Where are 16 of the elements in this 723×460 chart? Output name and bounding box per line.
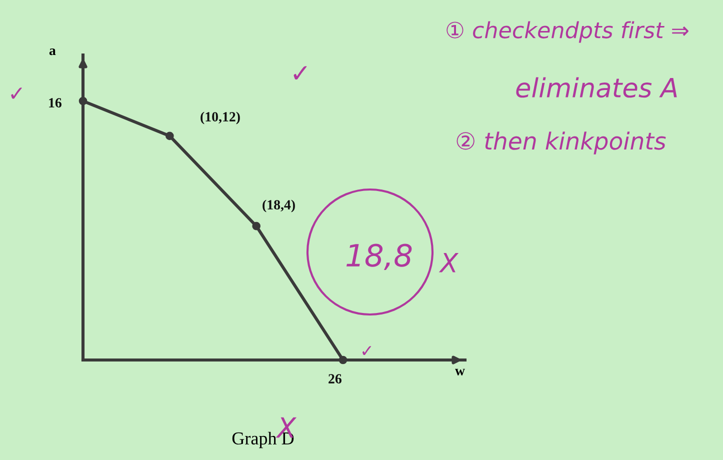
y-axis-title: a xyxy=(49,48,56,56)
text: 26 xyxy=(328,374,342,384)
point xyxy=(252,222,260,230)
text: ✓ xyxy=(11,88,22,99)
text: X xyxy=(438,253,459,272)
x-axis-title: w xyxy=(455,368,465,376)
annotation: 18,8 xyxy=(346,244,412,270)
annotation: 16 xyxy=(49,98,62,108)
text: ✓ xyxy=(294,66,307,80)
point xyxy=(166,132,174,140)
annotation: ✓ xyxy=(362,346,372,355)
annotation: (10,12) xyxy=(200,112,240,124)
text: ① checkendpts first ⇒ xyxy=(446,21,688,43)
annotation: (18,4) xyxy=(262,200,295,212)
text: eliminates A xyxy=(516,77,677,98)
text: ② then kinkpoints xyxy=(456,132,666,154)
